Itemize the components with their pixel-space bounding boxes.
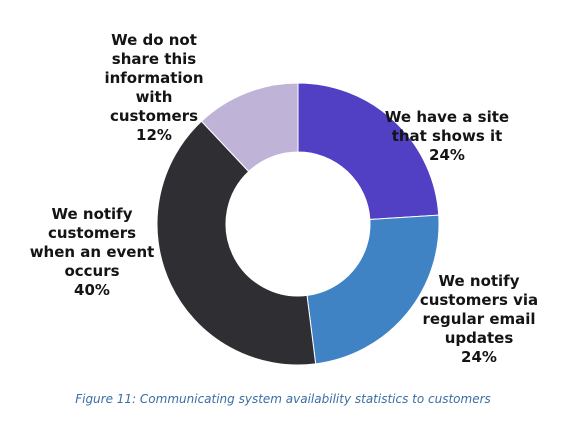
donut-slice-0 <box>297 82 440 221</box>
slice-label-no-share: We do not share this information with cu… <box>84 12 224 164</box>
donut-slice-2 <box>156 120 317 366</box>
slice-value-label: 24% <box>461 348 497 366</box>
slice-label-text: We have a site that shows it <box>384 108 510 145</box>
slice-label-site: We have a site that shows it 24% <box>372 89 522 184</box>
slice-label-event: We notify customers when an event occurs… <box>12 186 172 319</box>
slice-label-text: We notify customers via regular email up… <box>419 272 539 347</box>
slice-value-label: 12% <box>136 126 172 144</box>
slice-label-email: We notify customers via regular email up… <box>414 253 544 386</box>
donut-slice-3 <box>200 82 299 173</box>
slice-label-text: We notify customers when an event occurs <box>29 205 155 280</box>
figure-caption: Figure 11: Communicating system availabi… <box>75 392 491 406</box>
slice-label-text: We do not share this information with cu… <box>104 31 204 125</box>
slice-value-label: 40% <box>74 281 110 299</box>
slice-value-label: 24% <box>429 146 465 164</box>
donut-slice-1 <box>306 214 440 365</box>
